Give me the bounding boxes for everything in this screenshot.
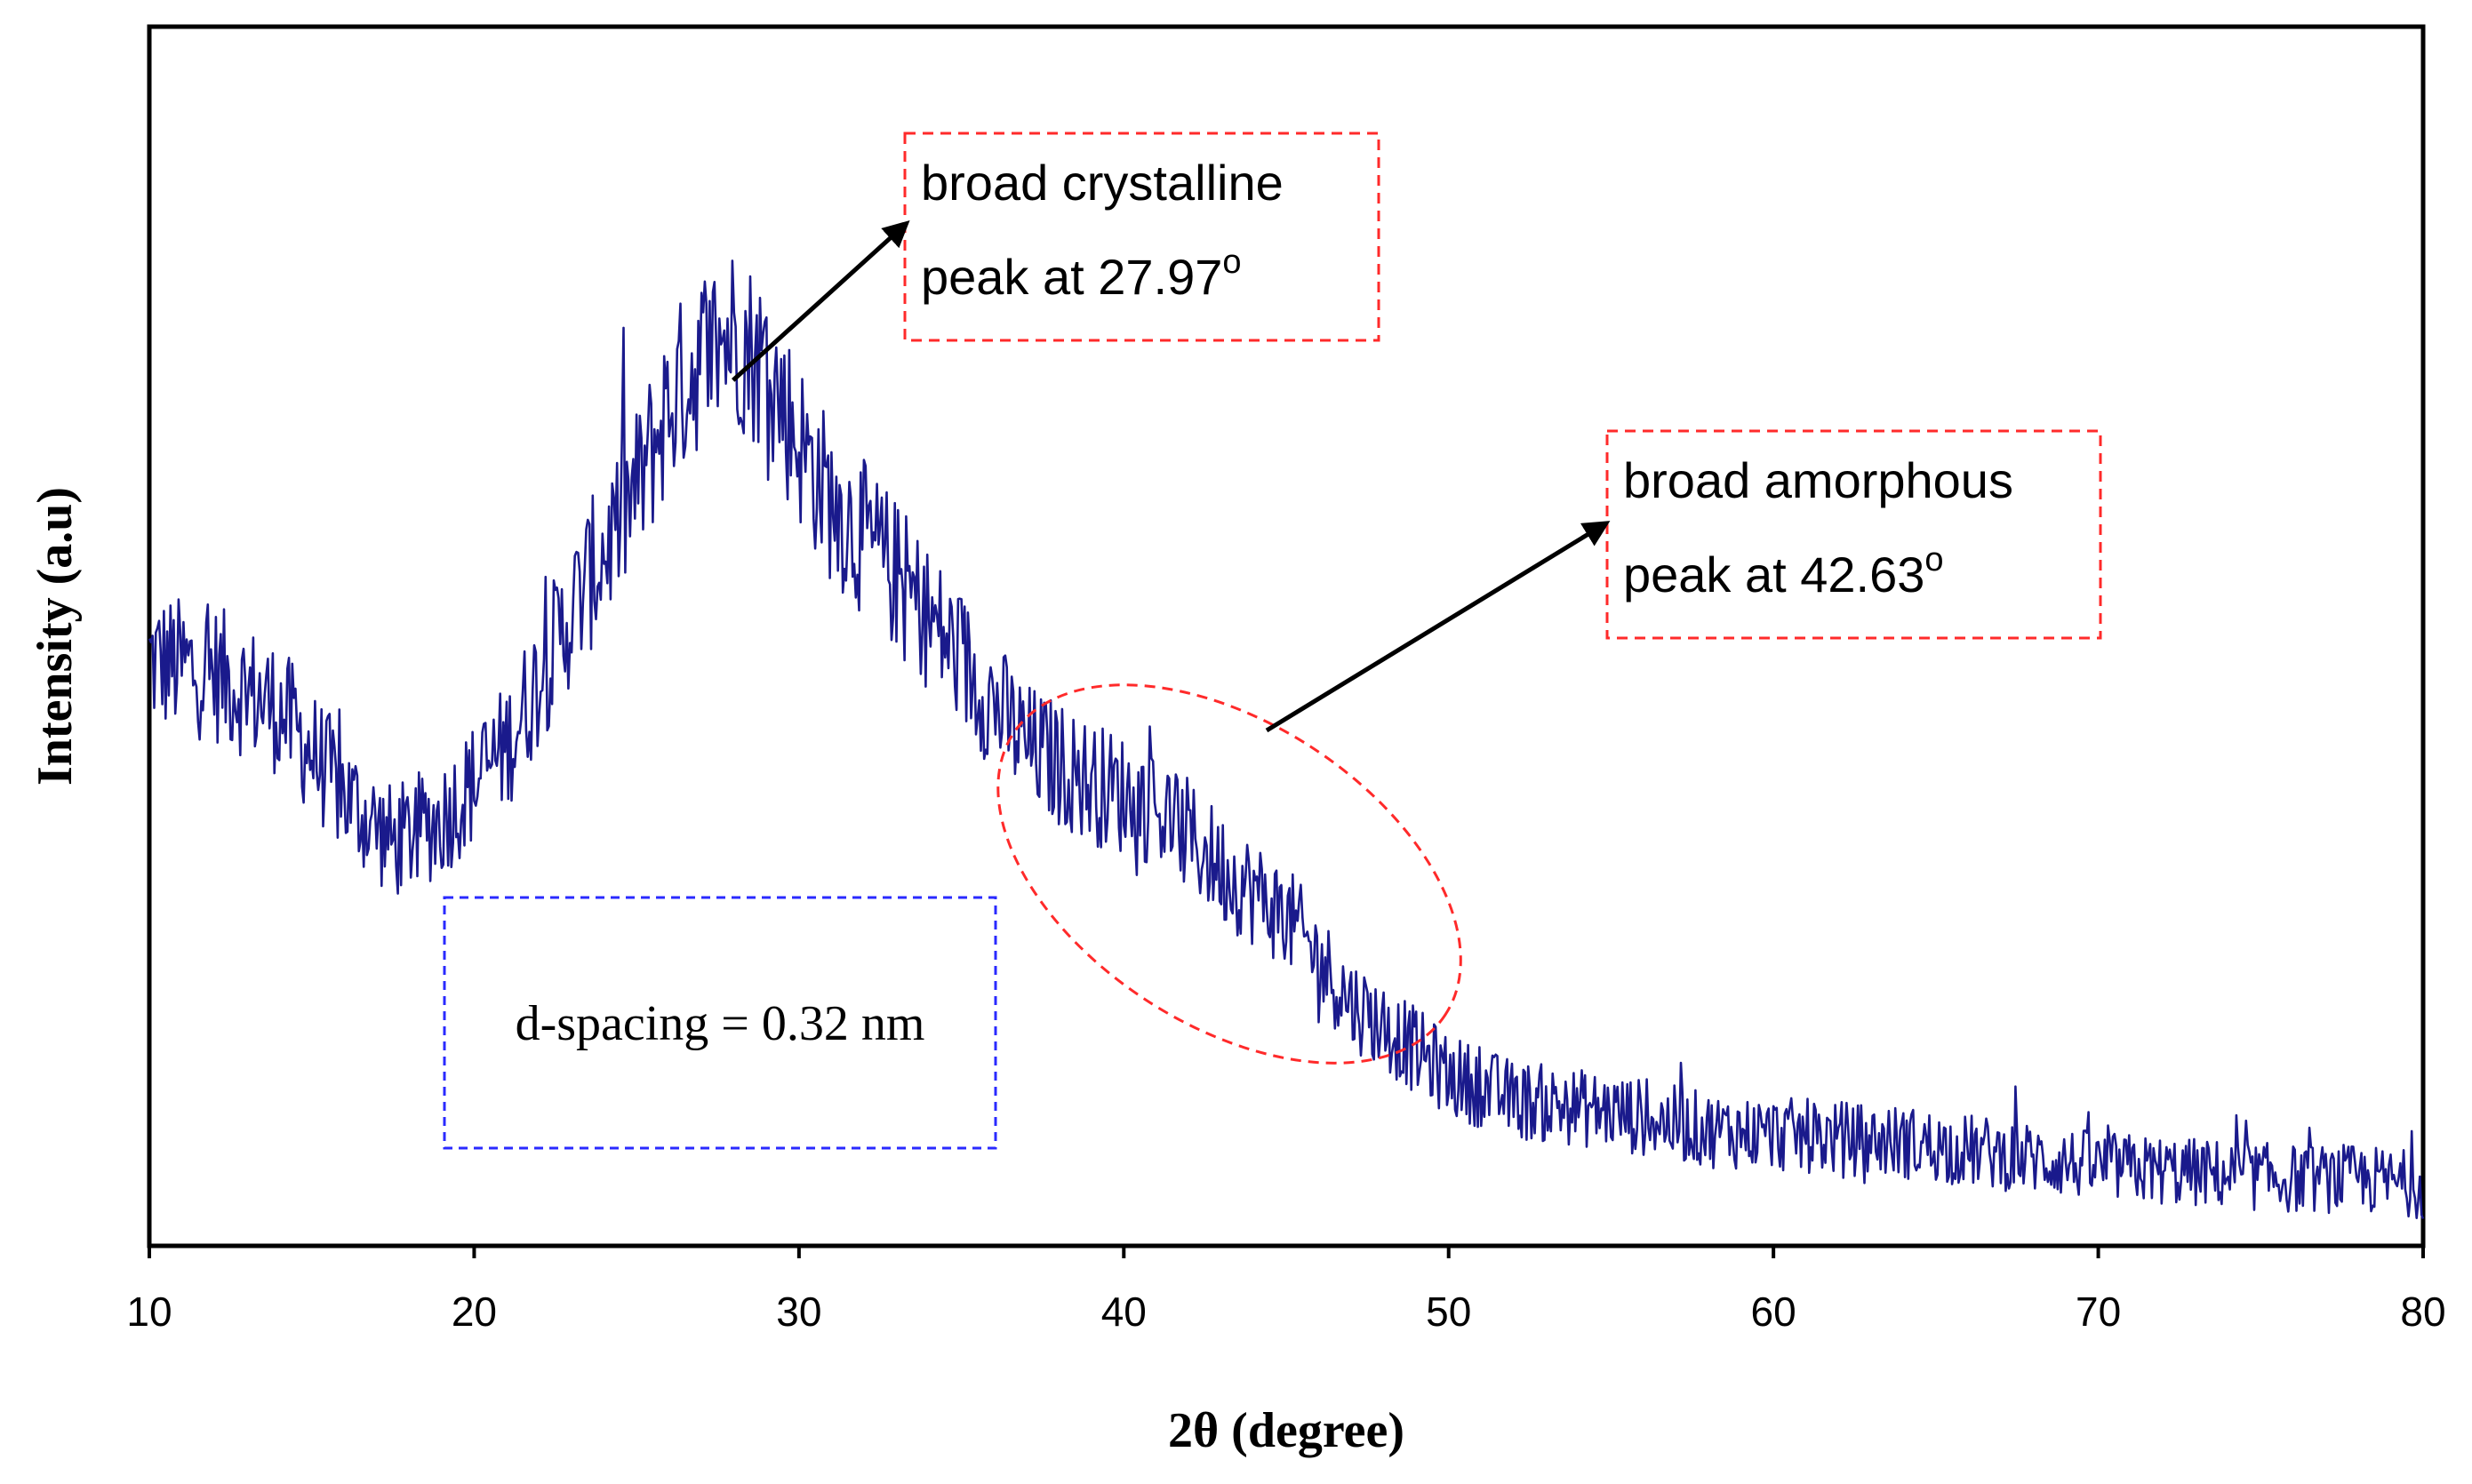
crystalline-annotation-box xyxy=(903,132,1380,342)
x-axis-tick-labels: 10 20 30 40 50 60 70 80 xyxy=(126,1289,2445,1335)
plot-frame xyxy=(147,24,2426,1249)
amorphous-annotation-line2: peak at 42.63o xyxy=(1623,541,1944,602)
x-axis-ticks xyxy=(148,1246,2425,1258)
amorphous-arrow xyxy=(1265,521,1611,733)
d-spacing-box xyxy=(443,896,997,1150)
crystalline-annotation-line2: peak at 27.97o xyxy=(921,243,1242,305)
x-tick-label-10: 10 xyxy=(126,1289,172,1335)
amorphous-region-ellipse xyxy=(996,683,1462,1065)
x-tick-label-20: 20 xyxy=(452,1289,497,1335)
x-tick-label-60: 60 xyxy=(1751,1289,1796,1335)
amorphous-annotation-line1: broad amorphous xyxy=(1623,452,2013,508)
y-axis-title: Intensity (a.u) xyxy=(28,487,83,786)
amorphous-annotation-box xyxy=(1605,429,2102,640)
crystalline-annotation-line1: broad crystalline xyxy=(921,155,1284,211)
x-tick-label-80: 80 xyxy=(2400,1289,2445,1335)
d-spacing-label: d-spacing = 0.32 nm xyxy=(516,996,925,1051)
x-tick-label-70: 70 xyxy=(2076,1289,2121,1335)
x-tick-label-40: 40 xyxy=(1101,1289,1147,1335)
crystalline-arrow xyxy=(731,219,910,382)
x-tick-label-50: 50 xyxy=(1426,1289,1471,1335)
series-line xyxy=(148,259,2425,1220)
x-axis-title: 2θ (degree) xyxy=(1168,1403,1404,1458)
x-tick-label-30: 30 xyxy=(776,1289,821,1335)
